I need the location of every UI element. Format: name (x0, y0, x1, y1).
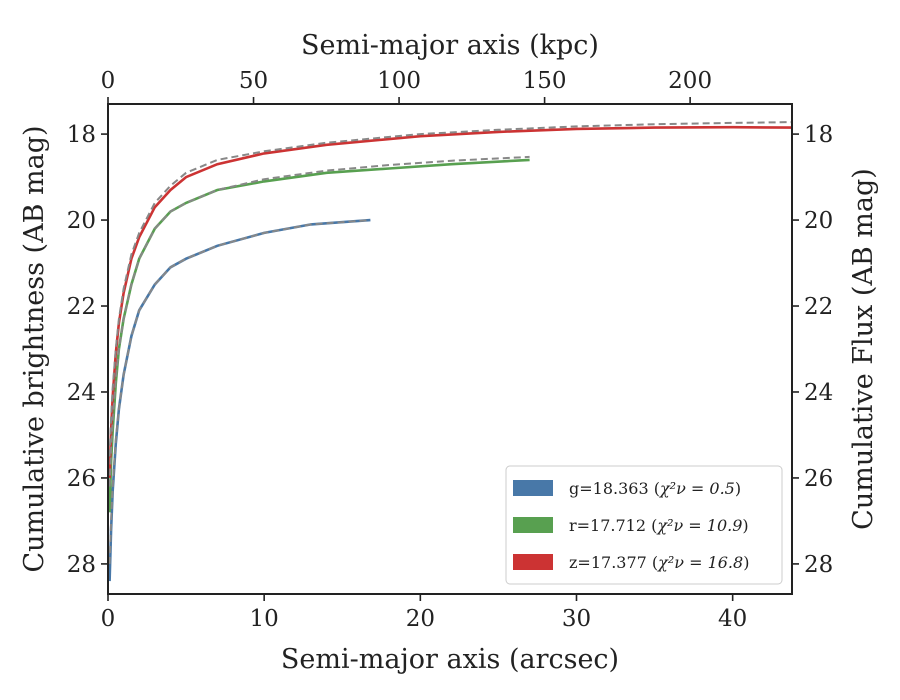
y2-tick-label-3: 24 (804, 380, 833, 406)
data-layer (108, 121, 793, 582)
legend-box (505, 465, 783, 585)
y2-axis-title: Cumulative Flux (AB mag) (848, 168, 879, 530)
x2-tick-label-4: 200 (668, 68, 712, 94)
x-tick-label-4: 40 (718, 606, 747, 632)
plot-frame (107, 103, 793, 595)
y2-tick-label-5: 28 (804, 552, 833, 578)
ticks-layer: 0 10 20 30 40 0 50 100 150 200 18 18 20 20 22 22 24 24 26 2… (67, 68, 834, 632)
legend-label-2: z=17.377 (χ²ν = 16.8) (569, 553, 749, 572)
x-tick-label-1: 10 (250, 606, 279, 632)
y-tick-label-4: 26 (67, 466, 96, 492)
x-tick-label-2: 20 (406, 606, 435, 632)
series-line-0 (108, 218, 371, 582)
model-line-0 (108, 219, 371, 564)
x-tick-label-0: 0 (101, 606, 116, 632)
model-line-2 (108, 121, 793, 457)
x2-tick-label-1: 50 (239, 68, 268, 94)
model-line-1 (108, 155, 530, 487)
legend-swatch-0 (513, 480, 553, 496)
y2-tick-label-4: 26 (804, 466, 833, 492)
legend-label-0: g=18.363 (χ²ν = 0.5) (569, 479, 741, 498)
legend-label-1: r=17.712 (χ²ν = 10.9) (569, 516, 749, 535)
legend: g=18.363 (χ²ν = 0.5) r=17.712 (χ²ν = 10.9… (505, 465, 783, 585)
y-tick-label-2: 22 (67, 294, 96, 320)
y2-tick-label-0: 18 (804, 122, 833, 148)
x2-tick-label-2: 100 (377, 68, 421, 94)
series-line-2 (108, 125, 793, 478)
legend-swatch-2 (513, 554, 553, 570)
y-tick-label-1: 20 (67, 208, 96, 234)
y2-tick-label-2: 22 (804, 294, 833, 320)
y2-tick-label-1: 20 (804, 208, 833, 234)
y-tick-label-3: 24 (67, 380, 96, 406)
x2-tick-label-0: 0 (101, 68, 116, 94)
x2-tick-label-3: 150 (523, 68, 567, 94)
x-axis-title: Semi-major axis (arcsec) (281, 644, 619, 675)
series-line-1 (108, 158, 530, 513)
y-axis-title: Cumulative brightness (AB mag) (19, 125, 50, 572)
y-tick-label-0: 18 (67, 122, 96, 148)
legend-swatch-1 (513, 517, 553, 533)
x2-axis-title: Semi-major axis (kpc) (301, 30, 599, 61)
x-tick-label-3: 30 (562, 606, 591, 632)
y-tick-label-5: 28 (67, 552, 96, 578)
